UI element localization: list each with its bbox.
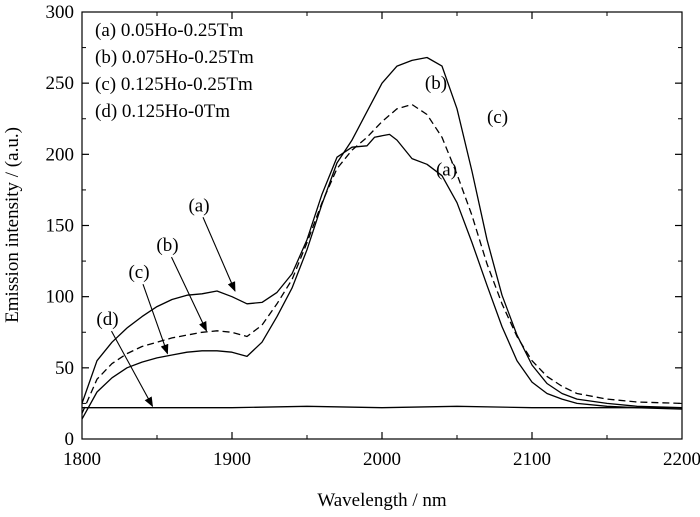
annotation-arrow	[171, 256, 207, 332]
annotation-label: (a)	[188, 195, 209, 216]
curve-label: (c)	[487, 107, 508, 128]
annotation-label: (d)	[96, 309, 118, 330]
curve-label: (b)	[425, 73, 447, 94]
legend-entry: (c) 0.125Ho-0.25Tm	[95, 74, 253, 95]
series-line-a	[81, 133, 683, 410]
annotations: (a) (b) (c) (d) (b) (c) (a)	[96, 73, 508, 408]
x-tick-label: 2100	[513, 449, 551, 470]
annotation-arrow	[111, 330, 153, 408]
y-tick-label: 200	[46, 144, 75, 165]
x-tick-label: 2200	[663, 449, 700, 470]
annotation-label: (c)	[128, 262, 149, 283]
y-tick-label: 250	[46, 73, 75, 94]
y-tick-label: 100	[46, 287, 75, 308]
legend-entry: (d) 0.125Ho-0Tm	[95, 101, 230, 122]
axes: 1800 1900 2000 2100 2200 0 50 100 150 200 250 300	[46, 2, 700, 470]
y-tick-label: 0	[65, 429, 75, 450]
legend: (a) 0.05Ho-0.25Tm (b) 0.075Ho-0.25Tm (c) 0…	[95, 20, 254, 122]
curve-label: (a)	[436, 160, 457, 181]
legend-entry: (b) 0.075Ho-0.25Tm	[95, 47, 254, 68]
series-curves	[81, 56, 683, 420]
annotation-arrow	[202, 217, 236, 292]
y-tick-label: 50	[55, 358, 74, 379]
annotation-arrow	[142, 283, 169, 355]
y-tick-label: 300	[46, 2, 75, 23]
y-axis-label: Emission intensity / (a.u.)	[2, 127, 23, 323]
x-tick-label: 1900	[213, 449, 251, 470]
series-line-d	[82, 405, 682, 409]
x-tick-label: 2000	[363, 449, 401, 470]
x-tick-label: 1800	[63, 449, 101, 470]
x-axis-label: Wavelength / nm	[317, 490, 447, 511]
y-tick-label: 150	[46, 216, 75, 237]
annotation-label: (b)	[156, 235, 178, 256]
series-line-b	[81, 103, 683, 414]
series-line-c	[81, 56, 683, 420]
legend-entry: (a) 0.05Ho-0.25Tm	[95, 20, 243, 41]
